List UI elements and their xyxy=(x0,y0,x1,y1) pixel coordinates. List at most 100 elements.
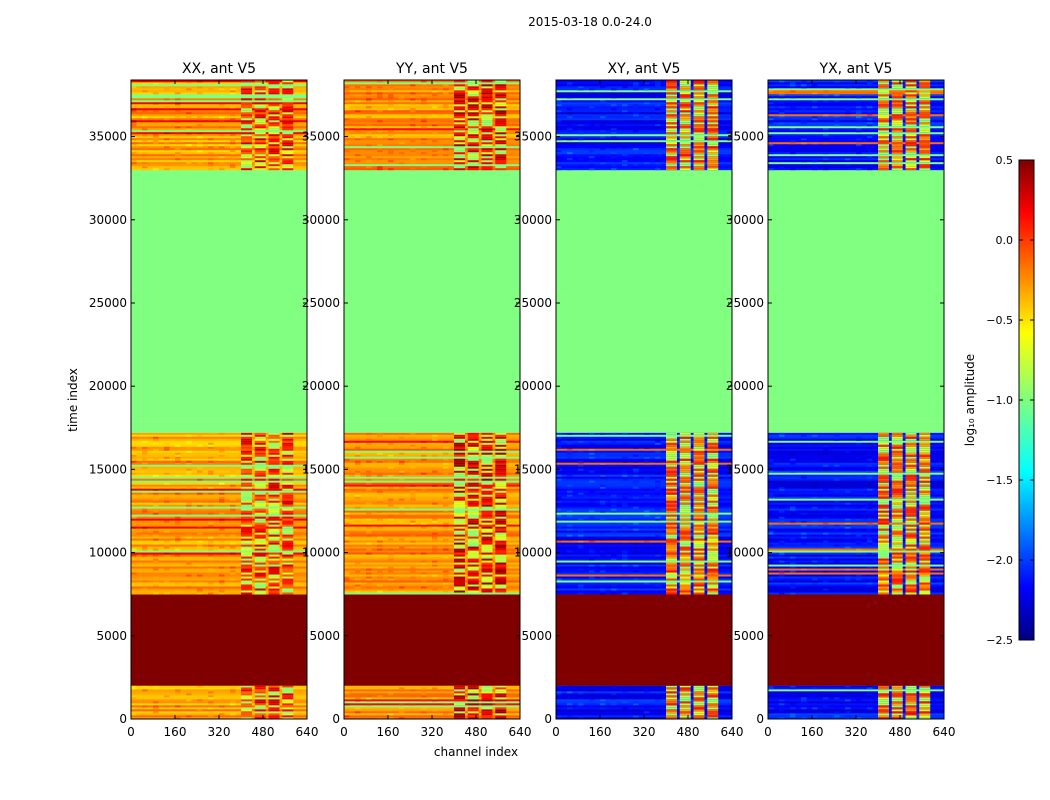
hot-channel-cell xyxy=(891,137,903,141)
hot-channel-cell xyxy=(707,534,719,537)
channel-cell xyxy=(443,536,449,539)
hot-channel-cell xyxy=(666,544,677,547)
hot-channel-cell xyxy=(707,127,719,131)
channel-cell xyxy=(208,161,214,165)
hot-channel-cell xyxy=(693,486,705,489)
hot-channel-cell xyxy=(919,127,931,131)
time-row xyxy=(556,131,732,135)
hot-channel-cell xyxy=(878,494,889,497)
channel-cell xyxy=(377,125,383,129)
hot-channel-cell xyxy=(666,450,677,453)
channel-cell xyxy=(421,516,427,519)
channel-cell xyxy=(164,699,170,702)
channel-cell xyxy=(197,444,203,447)
time-row xyxy=(556,520,732,523)
hot-channel-cell xyxy=(467,436,479,439)
hot-channel-cell xyxy=(919,111,931,115)
channel-cell xyxy=(768,165,774,169)
segment-flagged xyxy=(768,169,944,422)
channel-cell xyxy=(131,151,137,155)
time-row xyxy=(556,163,732,167)
channel-cell xyxy=(219,438,225,441)
hot-channel-cell xyxy=(693,534,705,537)
channel-cell xyxy=(845,691,851,694)
channel-cell xyxy=(153,588,159,591)
hot-channel-cell xyxy=(454,494,465,497)
hot-channel-cell xyxy=(919,135,931,139)
segment-flagged xyxy=(131,169,307,422)
channel-cell xyxy=(219,488,225,491)
hot-channel-cell xyxy=(467,514,479,517)
hot-channel-cell xyxy=(481,161,493,165)
hot-channel-cell xyxy=(254,444,266,447)
channel-cell xyxy=(644,87,650,91)
hot-channel-cell xyxy=(282,580,294,583)
time-row xyxy=(768,452,944,455)
hot-channel-cell xyxy=(282,161,294,165)
channel-cell xyxy=(600,436,606,439)
hot-channel-cell xyxy=(707,153,719,157)
hot-channel-cell xyxy=(679,87,691,91)
channel-cell xyxy=(834,590,840,593)
time-row xyxy=(768,584,944,587)
channel-cell xyxy=(611,566,617,569)
hot-channel-cell xyxy=(666,454,677,457)
channel-cell xyxy=(219,115,225,119)
hot-channel-cell xyxy=(693,432,705,435)
channel-cell xyxy=(153,133,159,137)
channel-cell xyxy=(388,454,394,457)
channel-cell xyxy=(175,492,181,495)
hot-channel-cell xyxy=(241,715,252,718)
channel-cell xyxy=(366,97,372,101)
channel-cell xyxy=(801,516,807,519)
hot-channel-cell xyxy=(679,488,691,491)
channel-cell xyxy=(443,440,449,443)
hot-channel-cell xyxy=(282,492,294,495)
channel-cell xyxy=(366,442,372,445)
channel-cell xyxy=(823,554,829,557)
time-row xyxy=(556,532,732,535)
hot-channel-cell xyxy=(919,538,931,541)
time-row xyxy=(344,95,520,99)
channel-cell xyxy=(611,103,617,107)
hot-channel-cell xyxy=(254,717,266,719)
hot-channel-cell xyxy=(454,526,465,529)
channel-cell xyxy=(197,590,203,593)
channel-cell xyxy=(611,432,617,435)
hot-channel-cell xyxy=(454,107,465,111)
hot-channel-cell xyxy=(666,482,677,485)
hot-channel-cell xyxy=(707,717,719,719)
channel-cell xyxy=(142,685,148,688)
channel-cell xyxy=(164,482,170,485)
channel-cell xyxy=(856,474,862,477)
channel-cell xyxy=(153,119,159,123)
segment-saturated xyxy=(131,594,307,686)
channel-cell xyxy=(600,548,606,551)
hot-channel-cell xyxy=(268,526,280,529)
channel-cell xyxy=(131,85,137,89)
hot-channel-cell xyxy=(919,522,931,525)
hot-channel-cell xyxy=(891,514,903,517)
hot-channel-cell xyxy=(241,448,252,451)
channel-cell xyxy=(779,695,785,698)
hot-channel-cell xyxy=(878,558,889,561)
channel-cell xyxy=(633,462,639,465)
channel-cell xyxy=(421,488,427,491)
channel-cell xyxy=(622,432,628,435)
channel-cell xyxy=(589,482,595,485)
hot-channel-cell xyxy=(679,689,691,692)
hot-channel-cell xyxy=(495,494,507,497)
hot-channel-cell xyxy=(495,123,507,127)
channel-cell xyxy=(779,691,785,694)
hot-channel-cell xyxy=(693,153,705,157)
channel-cell xyxy=(344,572,350,575)
channel-cell xyxy=(856,127,862,131)
channel-cell xyxy=(655,552,661,555)
channel-cell xyxy=(801,699,807,702)
hot-channel-cell xyxy=(454,127,465,131)
hot-channel-cell xyxy=(891,703,903,706)
hot-channel-cell xyxy=(282,552,294,555)
channel-cell xyxy=(644,488,650,491)
hot-channel-cell xyxy=(454,157,465,161)
channel-cell xyxy=(443,504,449,507)
